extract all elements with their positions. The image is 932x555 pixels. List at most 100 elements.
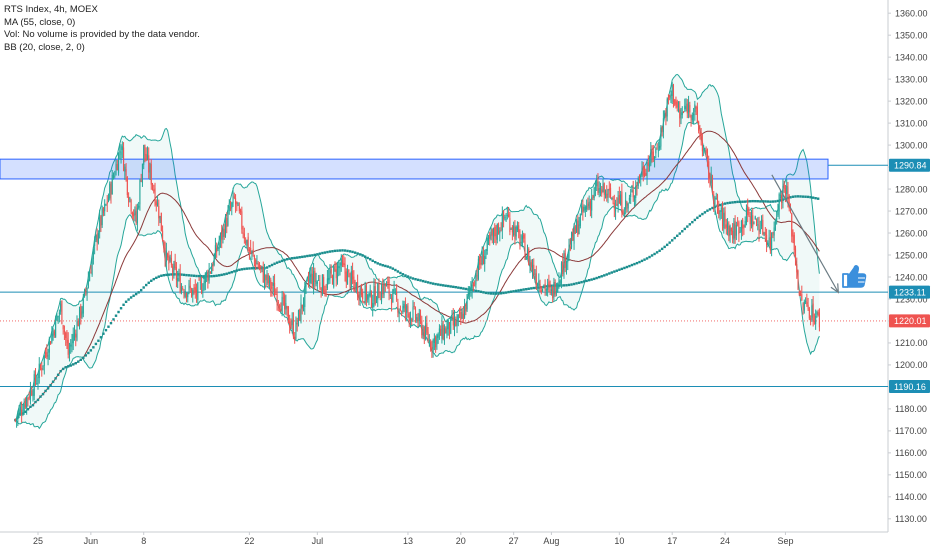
candle-body (53, 331, 55, 336)
slow-ma-dot (46, 387, 50, 390)
candle-body (115, 163, 117, 175)
candle-body (155, 201, 157, 206)
candle-body (706, 149, 708, 160)
candle-body (633, 195, 635, 201)
time-tick-label: 20 (456, 536, 466, 546)
candle-body (818, 312, 820, 328)
legend-vol[interactable]: Vol: No volume is provided by the data v… (4, 29, 200, 40)
candle-body (688, 102, 690, 112)
price-tick-label: 1310.00 (895, 118, 928, 128)
slow-ma-dot (633, 262, 636, 266)
candle-body (501, 213, 503, 231)
slow-ma-dot (625, 265, 629, 269)
legend-symbol[interactable]: RTS Index, 4h, MOEX (4, 4, 98, 15)
candle-body (247, 236, 249, 251)
slow-ma-dot (406, 275, 410, 278)
candle-body (384, 283, 386, 287)
candle-body (689, 105, 691, 113)
slow-ma-dot (464, 287, 468, 291)
candle-body (287, 306, 289, 324)
candle-body (97, 233, 99, 244)
candle-body (743, 225, 745, 227)
price-badge-1233[interactable]: 1233.11 (889, 285, 930, 299)
thumbs-up-icon[interactable] (842, 265, 867, 288)
slow-ma-dot (411, 277, 415, 280)
candle-body (589, 201, 591, 209)
resistance-zone[interactable] (0, 158, 829, 180)
candle-body (607, 189, 609, 195)
candle-body (268, 276, 271, 283)
candle-body (281, 296, 283, 315)
time-tick-label: 24 (720, 536, 730, 546)
candle-body (350, 271, 352, 286)
candle-body (500, 230, 502, 232)
candle-body (472, 283, 474, 286)
candle-body (800, 294, 802, 296)
candle-body (286, 306, 288, 309)
slow-ma-dot (698, 214, 702, 218)
slow-ma-dot (270, 263, 274, 267)
candle-body (442, 325, 444, 339)
slow-ma-dot (157, 275, 160, 278)
slow-ma-dot (283, 258, 286, 262)
slow-ma-dot (79, 358, 82, 361)
ma-55-line[interactable] (15, 130, 820, 421)
slow-ma-dot (228, 271, 231, 275)
candle-body (768, 237, 770, 240)
candle-body (514, 227, 516, 240)
candle-body (714, 197, 716, 207)
legend-ma[interactable]: MA (55, close, 0) (4, 16, 76, 28)
candle-body (216, 247, 218, 253)
slow-ma-dot (718, 203, 722, 207)
slow-ma-dot (142, 286, 145, 289)
candle-body (255, 259, 257, 268)
price-tick-label: 1140.00 (895, 492, 927, 502)
candle-body (386, 283, 388, 287)
candle-body (448, 322, 451, 333)
candle-body (19, 406, 21, 412)
price-badge-1190[interactable]: 1190.16 (889, 380, 930, 394)
candle-body (198, 279, 200, 281)
slow-ma-dot (499, 292, 503, 295)
candle-body (319, 282, 321, 288)
candle-body (657, 149, 659, 151)
candle-body (28, 395, 30, 399)
price-badge-last[interactable]: 1220.01 (889, 314, 930, 328)
slow-ma-dot (117, 310, 120, 314)
candle-body (427, 332, 429, 341)
candle-body (672, 85, 675, 103)
slow-ma-dot (273, 262, 276, 265)
trend-arrow-shaft[interactable] (771, 174, 839, 293)
time-tick-label: Aug (543, 536, 559, 546)
candle-body (305, 281, 307, 287)
candle-body (37, 380, 39, 382)
slow-ma-dot (436, 283, 440, 286)
slow-ma-dot (434, 282, 437, 286)
slow-ma-dot (673, 236, 676, 240)
slow-ma-dot (806, 195, 810, 199)
candle-body (594, 187, 596, 189)
slow-ma-dot (421, 279, 425, 283)
candle-body (226, 217, 228, 227)
candle-body (545, 289, 547, 291)
candle-body (201, 283, 203, 294)
legend-bb[interactable]: BB (20, close, 2, 0) (4, 41, 85, 53)
slow-ma-dot (590, 278, 593, 281)
price-axis-bg[interactable] (888, 0, 932, 550)
candle-body (445, 328, 447, 334)
slow-ma-dot (663, 245, 666, 249)
candle-body (509, 218, 511, 232)
candle-body (784, 188, 786, 195)
candle-body (163, 240, 165, 249)
slow-ma-dot (756, 200, 759, 203)
slow-ma-dot (600, 275, 603, 278)
candle-body (750, 212, 753, 226)
candle-body (314, 270, 316, 282)
candle-body (640, 178, 642, 180)
price-badge-1290[interactable]: 1290.84 (889, 158, 930, 172)
slow-ma-dot (285, 258, 289, 261)
slow-ma-dot (454, 285, 457, 289)
candle-body (32, 394, 34, 396)
candle-body (150, 164, 152, 185)
